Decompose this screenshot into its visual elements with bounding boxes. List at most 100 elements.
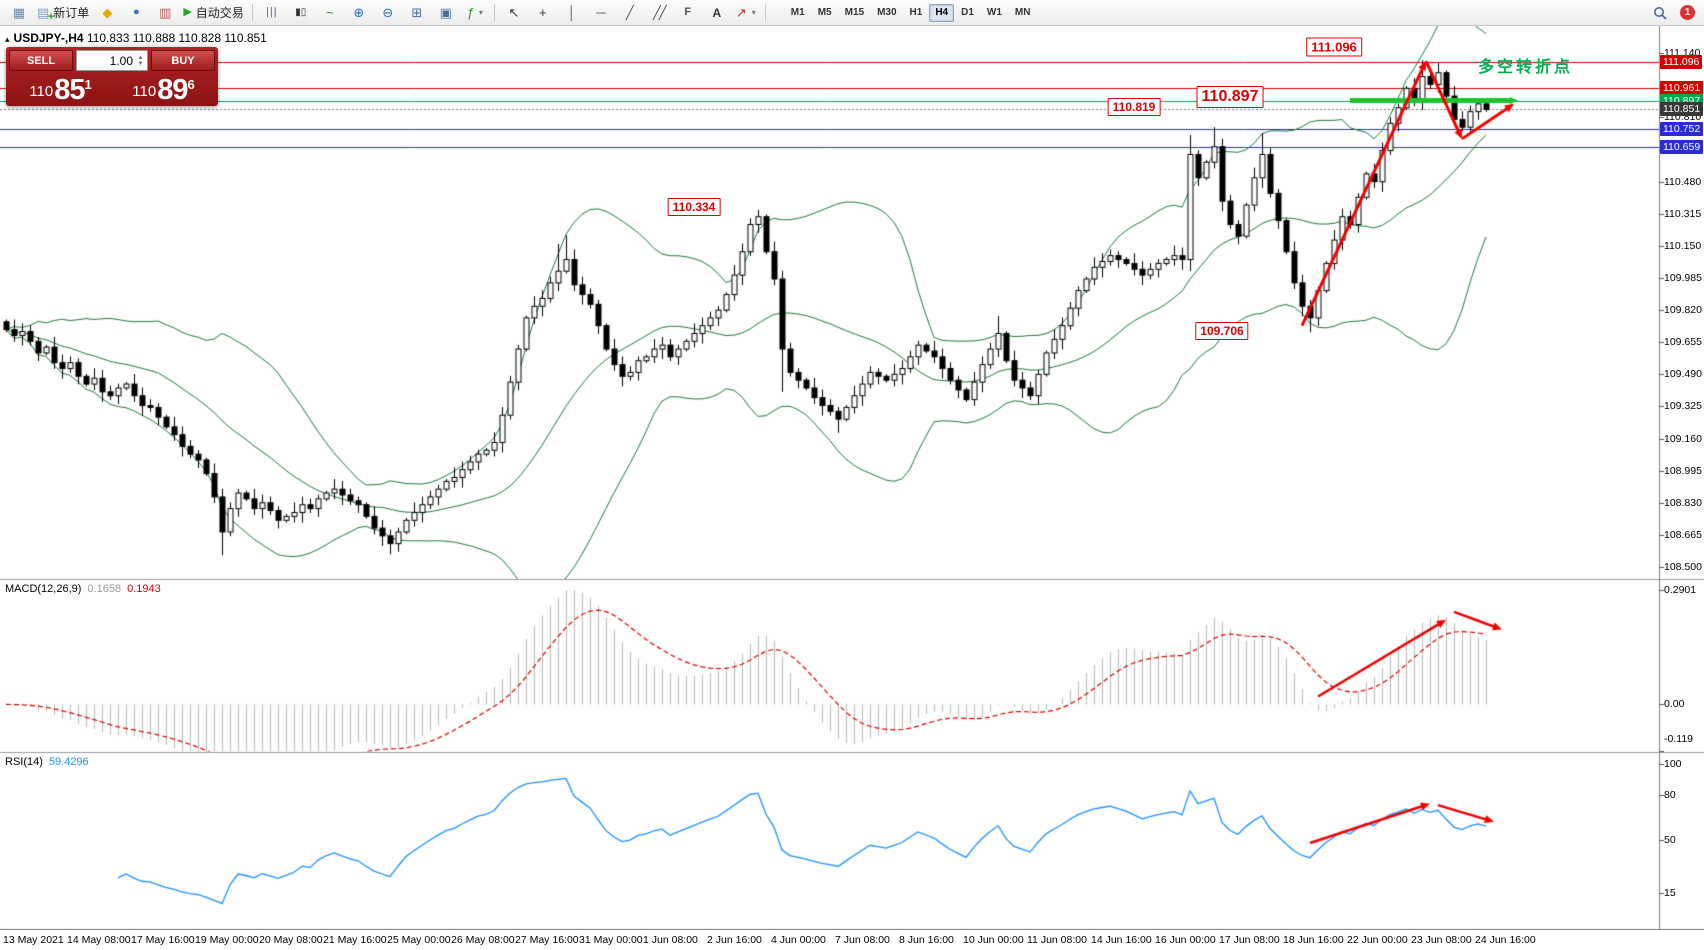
time-axis-label: 22 Jun 00:00	[1347, 934, 1408, 946]
chart-annotations-layer: 111.096 110.897 110.819 110.334 109.706 多空转折点	[667, 37, 1574, 340]
arrows-tool-button[interactable]: ↗ ▾	[735, 5, 756, 20]
price-axis-tick: 109.490	[1664, 368, 1702, 381]
toolbar-separator	[251, 4, 253, 21]
price-line-label: 110.752	[1660, 121, 1704, 136]
symbol-period-label: USDJPY-,H4	[13, 31, 84, 45]
tf-button-MN[interactable]: MN	[1014, 6, 1031, 18]
toolbar-separator	[764, 4, 766, 21]
time-axis-label: 25 May 00:00	[387, 934, 451, 946]
rsi-axis-label: 15	[1664, 887, 1676, 900]
horizontal-line-tool-button[interactable]: ─	[596, 5, 606, 20]
price-axis-tick: 110.150	[1664, 239, 1702, 252]
macd-axis-label: -0.119	[1664, 732, 1693, 745]
crosshair-tool-button[interactable]: +	[539, 5, 547, 20]
volume-up-button[interactable]: ▲	[137, 54, 144, 61]
notification-badge[interactable]: 1	[1680, 5, 1695, 20]
tf-button-D1[interactable]: D1	[961, 6, 974, 18]
volume-spinner: ▲ ▼	[135, 51, 146, 70]
time-axis-label: 17 May 16:00	[131, 934, 195, 946]
sell-button[interactable]: SELL	[9, 50, 73, 71]
tf-button-H1[interactable]: H1	[909, 6, 923, 18]
new-order-button[interactable]: ▤ + 新订单	[34, 2, 92, 24]
price-axis-tick: 108.665	[1664, 528, 1702, 541]
ask-pip-digit: 6	[187, 77, 195, 92]
macd-signal-value: 0.1943	[127, 583, 161, 595]
volume-input[interactable]: 1.00 ▲ ▼	[76, 50, 148, 71]
one-click-trade-panel: SELL 1.00 ▲ ▼ BUY 110 85 1 110 89 6	[6, 47, 218, 106]
price-axis-tick: 108.995	[1664, 464, 1702, 477]
trendline-tool-button[interactable]: ╱	[625, 5, 634, 20]
time-axis-label: 14 Jun 16:00	[1091, 934, 1152, 946]
tf-button-W1[interactable]: W1	[986, 6, 1002, 18]
fibonacci-tool-button[interactable]: F	[684, 6, 692, 18]
time-axis-label: 7 Jun 08:00	[835, 934, 890, 946]
bar-chart-button[interactable]: |||	[266, 6, 278, 18]
cascade-windows-icon[interactable]: ▣	[439, 5, 452, 20]
zoom-out-button[interactable]: ⊖	[382, 5, 394, 20]
data-window-icon[interactable]: ▥	[159, 5, 172, 20]
bid-big-digits: 85	[54, 74, 85, 107]
rsi-axis-label: 80	[1664, 788, 1676, 801]
text-tool-button[interactable]: A	[712, 5, 722, 20]
channel-tool-button[interactable]: ╱╱	[652, 5, 667, 20]
price-axis-tick: 110.315	[1664, 207, 1702, 220]
volume-down-button[interactable]: ▼	[137, 60, 144, 67]
macd-indicator-label: MACD(12,26,9) 0.1658 0.1943	[5, 583, 161, 595]
metaeditor-icon[interactable]: ◆	[102, 5, 113, 20]
tf-button-M15[interactable]: M15	[844, 6, 865, 18]
tf-button-M30[interactable]: M30	[877, 6, 897, 18]
annotation-price-label[interactable]: 109.706	[1195, 321, 1249, 340]
one-click-toggle-icon[interactable]: ▴	[5, 34, 10, 44]
candlestick-chart-button[interactable]: ▮▯	[295, 6, 307, 18]
price-axis-tick: 110.480	[1664, 175, 1702, 188]
tf-button-M1[interactable]: M1	[790, 6, 805, 18]
buy-button[interactable]: BUY	[151, 50, 215, 71]
indicators-button[interactable]: ƒ ▾	[466, 5, 483, 20]
ask-price-display: 110 89 6	[112, 71, 215, 107]
time-axis-label: 13 May 2021	[3, 934, 64, 946]
macd-main-value: 0.1658	[87, 583, 122, 595]
zoom-in-button[interactable]: ⊕	[353, 5, 365, 20]
tf-button-M5[interactable]: M5	[817, 6, 832, 18]
ask-big-digits: 89	[157, 74, 188, 107]
trend-note-annotation[interactable]: 多空转折点	[1478, 58, 1574, 76]
rsi-axis-label: 50	[1664, 833, 1676, 846]
macd-axis-label: 0.2901	[1664, 584, 1697, 597]
price-chart-canvas[interactable]	[0, 0, 1704, 930]
search-icon[interactable]	[1646, 2, 1674, 24]
time-axis-label: 2 Jun 16:00	[707, 934, 762, 946]
line-chart-button[interactable]: ~	[326, 5, 334, 20]
annotation-price-label[interactable]: 110.819	[1107, 98, 1161, 117]
timeframe-group: M1 M5 M15 M30 H1 H4 D1 W1 MN	[785, 3, 1037, 22]
price-axis-tick: 108.500	[1664, 561, 1702, 573]
time-axis-label: 8 Jun 16:00	[899, 934, 954, 946]
time-axis[interactable]: 13 May 2021 14 May 08:00 17 May 16:00 19 Ma…	[0, 931, 1659, 950]
vertical-line-tool-button[interactable]: │	[567, 5, 576, 20]
price-axis[interactable]: 111.140110.975110.810110.645110.480110.3…	[1660, 0, 1704, 950]
autotrading-button[interactable]: ▶ 自动交易	[180, 2, 246, 24]
time-axis-label: 24 Jun 16:00	[1475, 934, 1536, 946]
time-axis-label: 23 Jun 08:00	[1411, 934, 1472, 946]
time-axis-label: 4 Jun 00:00	[771, 934, 826, 946]
charts-window-icon[interactable]: ▦	[12, 5, 26, 20]
annotation-price-label[interactable]: 110.897	[1196, 86, 1264, 109]
time-axis-label: 18 Jun 16:00	[1283, 934, 1344, 946]
cursor-tool-button[interactable]: ↖	[508, 5, 520, 20]
tile-windows-icon[interactable]: ⊞	[411, 5, 423, 20]
annotation-price-label[interactable]: 110.334	[667, 197, 721, 216]
time-axis-label: 11 Jun 08:00	[1027, 934, 1087, 946]
new-order-label: 新订单	[53, 6, 90, 20]
ohlc-readout: 110.833 110.888 110.828 110.851	[86, 31, 267, 45]
rsi-axis-label: 100	[1664, 758, 1682, 771]
price-axis-tick: 109.655	[1664, 336, 1702, 349]
price-line-label: 111.096	[1660, 54, 1703, 69]
time-axis-label: 14 May 08:00	[67, 934, 131, 946]
market-watch-icon[interactable]: ●	[132, 6, 140, 18]
time-axis-label: 10 Jun 00:00	[963, 934, 1024, 946]
price-axis-tick: 108.830	[1664, 496, 1702, 509]
rsi-indicator-label: RSI(14) 59.4296	[5, 756, 89, 768]
toolbar-separator	[493, 4, 495, 21]
tf-button-H4[interactable]: H4	[929, 3, 955, 22]
annotation-price-label[interactable]: 111.096	[1306, 37, 1362, 57]
